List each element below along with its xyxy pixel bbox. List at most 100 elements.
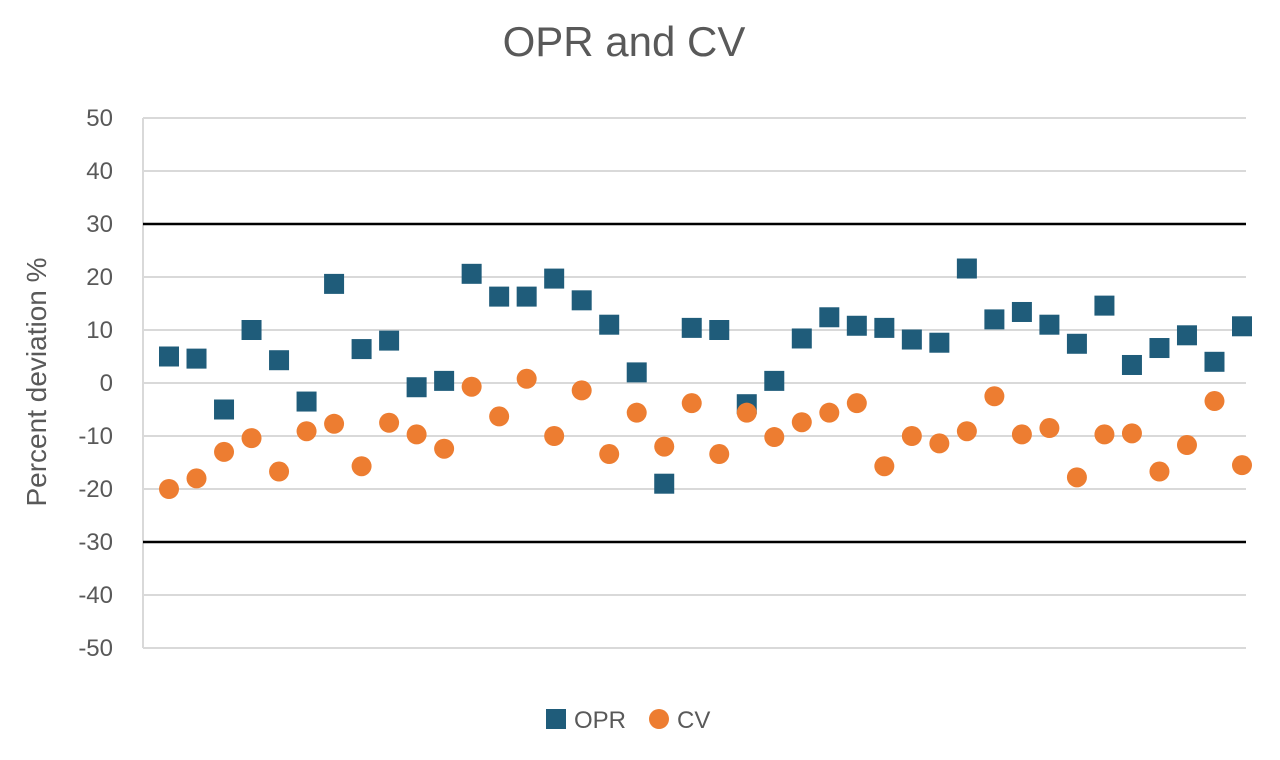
cv-point <box>544 426 565 446</box>
cv-point <box>984 386 1005 407</box>
cv-point <box>1121 423 1142 444</box>
cv-point <box>764 427 785 448</box>
y-tick-label: 50 <box>86 105 113 132</box>
opr-point <box>1039 314 1060 335</box>
cv-point <box>1176 435 1197 456</box>
opr-point <box>406 377 427 398</box>
opr-point <box>489 286 510 307</box>
cv-point <box>516 368 537 389</box>
opr-point <box>461 263 482 284</box>
cv-point <box>874 456 895 477</box>
opr-point <box>681 317 702 338</box>
cv-point <box>1149 461 1170 482</box>
cv-point <box>819 402 840 423</box>
cv-point <box>186 468 207 489</box>
opr-point <box>1011 301 1032 322</box>
cv-point <box>571 380 592 401</box>
opr-point <box>1204 351 1225 372</box>
cv-point <box>1066 467 1087 488</box>
cv-point <box>434 438 455 459</box>
opr-point <box>846 315 867 336</box>
cv-point <box>461 376 482 397</box>
cv-point <box>681 393 702 414</box>
cv-point <box>709 444 730 465</box>
legend-opr-marker <box>546 709 566 729</box>
y-tick-label: -10 <box>78 423 113 450</box>
y-tick-label: -30 <box>78 529 113 556</box>
opr-point <box>654 473 675 494</box>
cv-point <box>159 479 179 499</box>
cv-point <box>654 436 675 457</box>
y-tick-label: -50 <box>78 635 113 662</box>
opr-point <box>819 307 840 328</box>
y-tick-label: 30 <box>86 211 113 238</box>
cv-point <box>296 421 317 442</box>
cv-point <box>626 402 647 423</box>
cv-point <box>214 441 235 462</box>
opr-point <box>956 258 977 279</box>
reference-lines <box>143 222 1246 544</box>
opr-point <box>1176 325 1197 346</box>
opr-point <box>1121 354 1142 375</box>
opr-point <box>324 273 345 294</box>
y-axis-label: Percent deviation % <box>21 257 52 506</box>
opr-point <box>516 286 537 307</box>
opr-point <box>296 391 317 412</box>
cv-point <box>379 412 400 433</box>
y-tick-label: 40 <box>86 158 113 185</box>
legend: OPR CV <box>546 707 710 734</box>
opr-point <box>1066 333 1087 354</box>
cv-point <box>269 461 290 482</box>
cv-point <box>846 393 867 414</box>
cv-point <box>324 413 345 434</box>
cv-point <box>406 424 427 445</box>
cv-point <box>1011 424 1032 445</box>
opr-point <box>1232 316 1252 337</box>
cv-point <box>901 426 922 446</box>
opr-point <box>709 320 730 340</box>
opr-point <box>791 328 812 349</box>
data-points <box>159 258 1252 499</box>
opr-point <box>1149 338 1170 359</box>
opr-point <box>379 330 400 351</box>
grid-lines <box>142 117 1246 649</box>
y-tick-label: 10 <box>86 317 113 344</box>
y-tick-label: 0 <box>100 370 113 397</box>
cv-point <box>241 428 262 449</box>
opr-point <box>571 290 592 311</box>
opr-point <box>544 268 565 289</box>
cv-point <box>1094 424 1115 445</box>
opr-point <box>929 332 950 353</box>
opr-point <box>351 339 372 360</box>
opr-point <box>764 370 785 391</box>
y-tick-label: 20 <box>86 264 113 291</box>
cv-point <box>956 421 977 442</box>
opr-point <box>599 314 620 335</box>
y-tick-labels: 50 40 30 20 10 0 -10 -20 -30 -40 -50 <box>78 105 113 662</box>
cv-point <box>489 406 510 427</box>
y-tick-label: -20 <box>78 476 113 503</box>
cv-point <box>599 444 620 465</box>
opr-point <box>159 346 179 367</box>
opr-point <box>186 348 207 369</box>
opr-point <box>434 370 455 391</box>
y-tick-label: -40 <box>78 582 113 609</box>
legend-opr-label: OPR <box>574 707 626 734</box>
cv-point <box>1232 455 1252 476</box>
cv-point <box>929 433 950 454</box>
opr-point <box>214 399 235 420</box>
opr-point <box>901 329 922 350</box>
legend-cv-label: CV <box>677 707 710 734</box>
legend-cv-marker <box>649 709 669 729</box>
opr-point <box>241 320 262 340</box>
opr-point <box>874 317 895 338</box>
cv-point <box>1039 418 1060 439</box>
opr-point <box>626 362 647 383</box>
cv-point <box>1204 391 1225 412</box>
cv-point <box>736 402 757 423</box>
chart-title: OPR and CV <box>503 18 746 65</box>
opr-point <box>269 350 290 371</box>
cv-point <box>791 412 812 433</box>
opr-point <box>984 309 1005 330</box>
